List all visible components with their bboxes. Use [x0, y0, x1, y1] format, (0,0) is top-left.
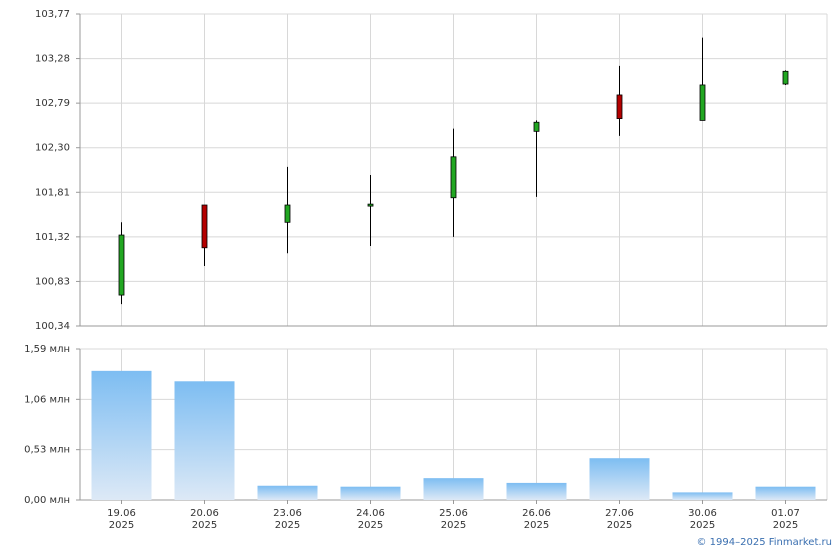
- y-tick-label: 103,28: [35, 54, 70, 65]
- y-tick-label: 0,53 млн: [24, 445, 70, 456]
- y-tick-label: 101,32: [35, 232, 70, 243]
- volume-bar: [340, 486, 401, 500]
- volume-bar: [257, 485, 318, 500]
- volume-bar: [506, 482, 567, 500]
- candle-body: [533, 121, 540, 132]
- x-tick-label: 25.06: [439, 508, 468, 519]
- volume-bar: [672, 492, 733, 500]
- y-tick-label: 102,79: [35, 98, 70, 109]
- x-tick-label: 20.06: [190, 508, 219, 519]
- x-tick-year: 2025: [524, 520, 549, 531]
- x-tick-label: 30.06: [688, 508, 717, 519]
- y-tick-label: 100,34: [35, 321, 70, 332]
- x-tick-label: 27.06: [605, 508, 634, 519]
- copyright-link[interactable]: © 1994–2025 Finmarket.ru: [696, 537, 832, 548]
- x-tick-year: 2025: [441, 520, 466, 531]
- volume-bar: [589, 458, 650, 500]
- x-tick-year: 2025: [773, 520, 798, 531]
- x-tick-year: 2025: [690, 520, 715, 531]
- candle-body: [284, 204, 291, 223]
- candle-body: [782, 70, 789, 85]
- x-tick-label: 19.06: [107, 508, 136, 519]
- volume-bar: [174, 381, 235, 500]
- x-tick-year: 2025: [192, 520, 217, 531]
- x-tick-year: 2025: [607, 520, 632, 531]
- y-tick-label: 103,77: [35, 9, 70, 20]
- candle-body: [699, 84, 706, 121]
- candle-body: [201, 204, 208, 249]
- y-tick-label: 1,59 млн: [24, 344, 70, 355]
- volume-bar: [91, 370, 152, 500]
- x-tick-label: 26.06: [522, 508, 551, 519]
- candle-body: [118, 234, 125, 296]
- y-tick-label: 102,30: [35, 143, 70, 154]
- candle-body: [616, 94, 623, 120]
- x-tick-label: 23.06: [273, 508, 302, 519]
- y-tick-label: 101,81: [35, 187, 70, 198]
- x-tick-year: 2025: [275, 520, 300, 531]
- y-tick-label: 0,00 млн: [24, 495, 70, 506]
- candle-body: [367, 203, 374, 207]
- candle-body: [450, 156, 457, 199]
- y-tick-label: 100,83: [35, 276, 70, 287]
- x-tick-year: 2025: [358, 520, 383, 531]
- x-tick-label: 24.06: [356, 508, 385, 519]
- y-tick-label: 1,06 млн: [24, 394, 70, 405]
- volume-bar: [423, 478, 484, 500]
- x-tick-label: 01.07: [771, 508, 800, 519]
- x-tick-year: 2025: [109, 520, 134, 531]
- volume-bar: [755, 486, 816, 500]
